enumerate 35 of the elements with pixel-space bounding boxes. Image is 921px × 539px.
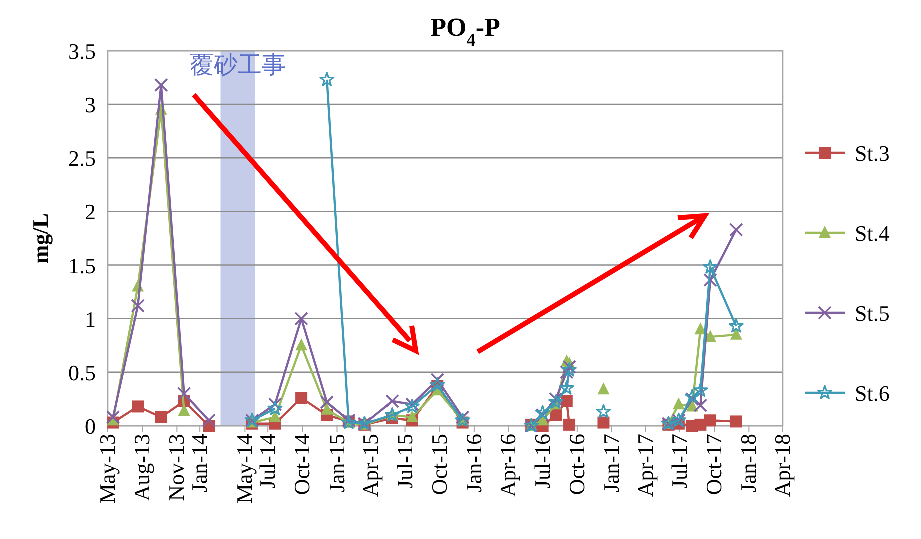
x-tick-label: Apr-16 bbox=[496, 434, 521, 498]
legend-label: St.4 bbox=[855, 221, 890, 246]
x-tick-label: Apr-15 bbox=[358, 434, 384, 498]
y-tick-label: 3.5 bbox=[68, 39, 96, 64]
y-tick-label: 2 bbox=[85, 200, 96, 225]
x-tick-label: Jul-16 bbox=[530, 434, 555, 489]
x-tick-label: Jul-17 bbox=[667, 434, 692, 489]
y-tick-label: 2.5 bbox=[68, 146, 96, 172]
chart-title: PO$_{4}$-P bbox=[430, 13, 500, 50]
x-tick-label: Apr-18 bbox=[770, 434, 795, 498]
y-tick-label: 1.5 bbox=[68, 253, 96, 278]
legend-label: St.5 bbox=[855, 301, 890, 326]
x-tick-label: Jan-16 bbox=[461, 434, 486, 493]
x-tick-label: Jan-17 bbox=[598, 434, 624, 493]
x-tick-label: Apr-17 bbox=[632, 434, 658, 498]
y-tick-label: 1 bbox=[85, 306, 96, 332]
x-tick-label: Nov-13 bbox=[164, 434, 190, 502]
x-tick-label: Oct-15 bbox=[426, 434, 452, 496]
x-tick-label: Jan-15 bbox=[324, 434, 350, 493]
legend-label: St.3 bbox=[855, 141, 890, 166]
x-tick-label: Jan-14 bbox=[187, 434, 212, 493]
x-tick-label: May-14 bbox=[232, 434, 258, 504]
x-tick-label: Jul-15 bbox=[392, 434, 418, 489]
band-label: 覆砂工事 bbox=[190, 51, 286, 79]
x-tick-label: May-13 bbox=[95, 434, 120, 504]
y-tick-label: 0 bbox=[85, 414, 96, 439]
y-tick-label: 3 bbox=[85, 92, 96, 118]
x-tick-label: Oct-16 bbox=[564, 434, 590, 496]
x-tick-label: Oct-17 bbox=[702, 434, 727, 496]
y-tick-label: 0.5 bbox=[68, 360, 96, 386]
x-tick-label: Oct-14 bbox=[290, 434, 315, 496]
x-tick-label: Aug-13 bbox=[130, 434, 155, 502]
legend-label: St.6 bbox=[855, 381, 890, 406]
x-tick-label: Jan-18 bbox=[736, 434, 762, 493]
y-axis-title: mg/L bbox=[28, 213, 53, 264]
